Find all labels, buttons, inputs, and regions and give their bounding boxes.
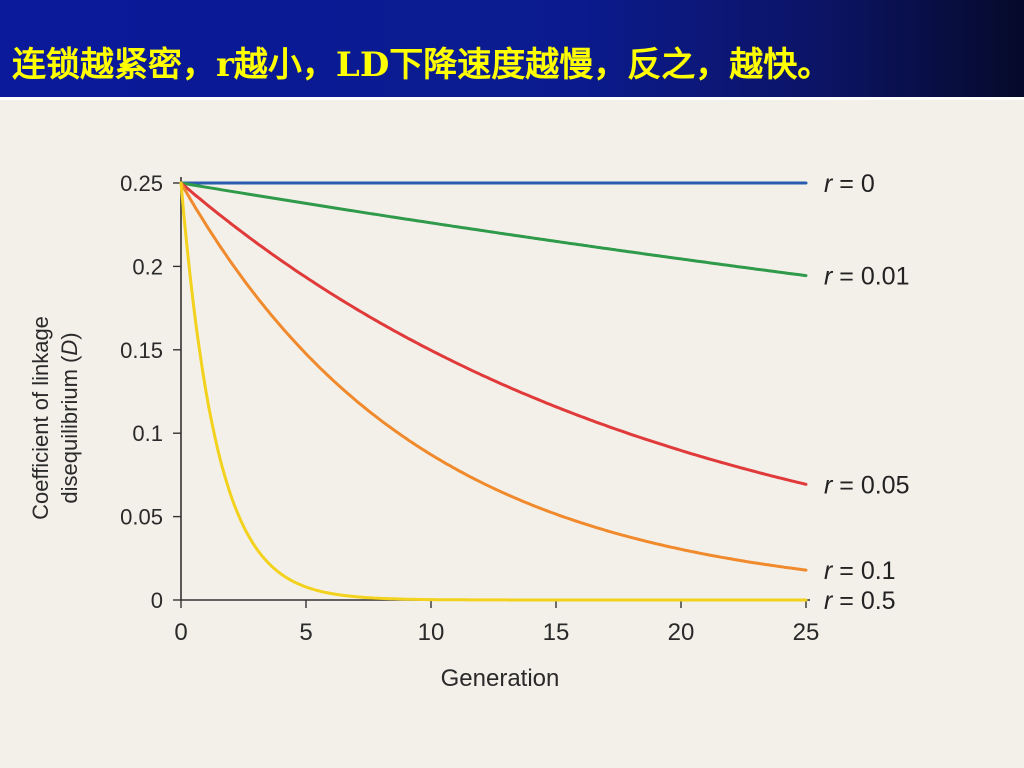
slide-title: 连锁越紧密，r越小，LD下降速度越慢，反之，越快。 bbox=[12, 45, 832, 85]
series-label-3: r = 0.1 bbox=[824, 557, 896, 585]
series-line-1 bbox=[179, 181, 808, 278]
x-tick-label: 10 bbox=[418, 619, 445, 646]
y-axis-label-post: ) bbox=[57, 332, 82, 339]
y-axis-label-pre: disequilibrium ( bbox=[57, 355, 82, 504]
x-tick-label: 15 bbox=[543, 619, 570, 646]
series-line-3 bbox=[179, 181, 808, 572]
series-label-variable: r bbox=[824, 263, 834, 291]
x-tick-label: 5 bbox=[299, 619, 312, 646]
series-label-variable: r bbox=[824, 471, 834, 499]
y-tick-label: 0.1 bbox=[132, 421, 163, 446]
series-label-variable: r bbox=[824, 587, 834, 615]
y-tick-label: 0 bbox=[151, 588, 163, 613]
series-label-value: = 0.5 bbox=[832, 587, 895, 615]
series-label-variable: r bbox=[824, 557, 834, 585]
series-label-1: r = 0.01 bbox=[824, 263, 909, 291]
x-axis-label: Generation bbox=[441, 665, 560, 692]
y-axis-label-line2: disequilibrium (D) bbox=[57, 332, 82, 503]
y-tick-label: 0.2 bbox=[132, 254, 163, 279]
series-label-4: r = 0.5 bbox=[824, 587, 896, 615]
y-tick-label: 0.05 bbox=[120, 505, 163, 530]
title-bar: 连锁越紧密，r越小，LD下降速度越慢，反之，越快。 bbox=[0, 0, 1024, 100]
series-line-2 bbox=[179, 181, 808, 486]
series-label-value: = 0 bbox=[832, 170, 874, 198]
y-tick-label: 0.15 bbox=[120, 338, 163, 363]
series-label-variable: r bbox=[824, 170, 834, 198]
series-label-2: r = 0.05 bbox=[824, 471, 909, 499]
series-label-0: r = 0 bbox=[824, 170, 875, 198]
series-label-value: = 0.01 bbox=[832, 263, 909, 291]
series-line-4 bbox=[179, 181, 808, 602]
y-tick-label: 0.25 bbox=[120, 171, 163, 196]
x-tick-label: 0 bbox=[174, 619, 187, 646]
series-label-value: = 0.05 bbox=[832, 471, 909, 499]
series-label-value: = 0.1 bbox=[832, 557, 895, 585]
x-tick-label: 20 bbox=[668, 619, 695, 646]
y-axis-label-line1: Coefficient of linkage bbox=[28, 316, 53, 520]
x-tick-label: 25 bbox=[793, 619, 820, 646]
y-axis-label-variable: D bbox=[57, 340, 82, 356]
